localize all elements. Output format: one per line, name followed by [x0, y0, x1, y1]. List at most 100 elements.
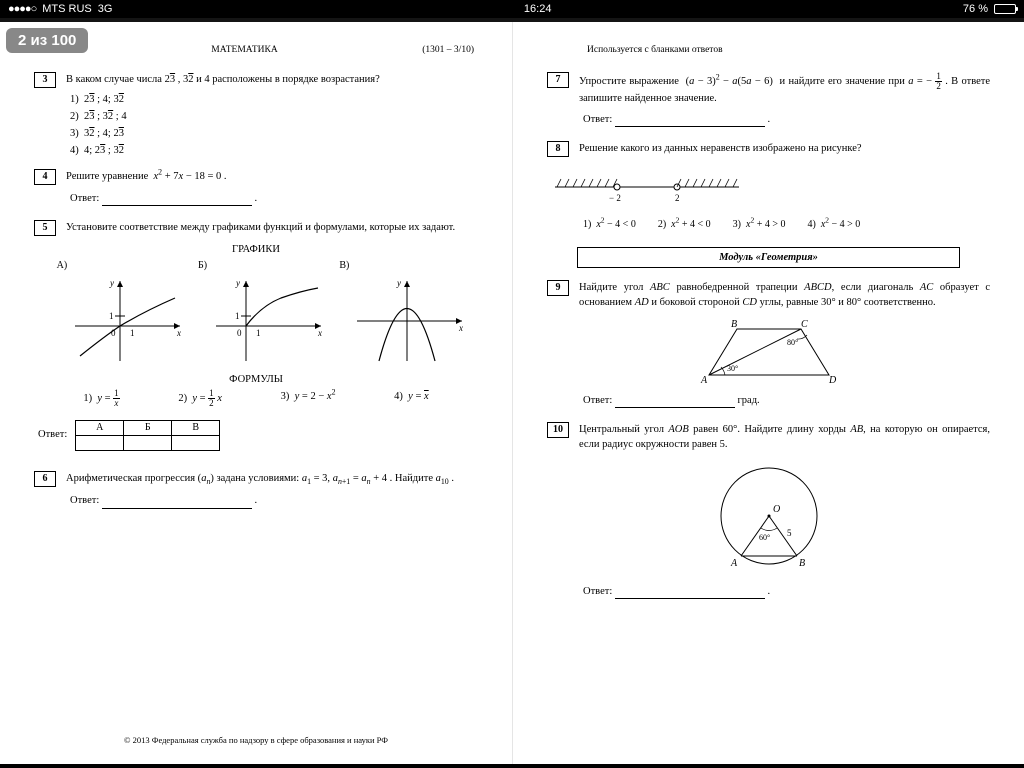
svg-text:y: y	[109, 278, 114, 288]
svg-text:y: y	[396, 278, 401, 288]
task-10-answer: Ответ: .	[583, 584, 990, 599]
svg-text:1: 1	[256, 328, 261, 338]
ios-status-bar: ●●●●○ MTS RUS 3G 16:24 76 %	[0, 0, 1024, 18]
formula-4: 4) y = x	[394, 389, 429, 408]
task-number: 8	[547, 141, 569, 157]
table-cell	[124, 436, 172, 451]
formula-2: 2) y = 12 x	[178, 389, 222, 408]
graph-b-svg: xy 01 1	[206, 276, 326, 366]
option-2: 2) x2 + 4 < 0	[658, 218, 711, 233]
option-4: 4) 4; 23 ; 32	[70, 143, 478, 158]
graph-label: В)	[339, 259, 467, 274]
document-page[interactable]: ГИА–9 МАТЕМАТИКА (1301 – 3/10) 3 В каком…	[0, 22, 1024, 764]
subject-label: МАТЕМАТИКА	[211, 44, 277, 58]
page-header-left: ГИА–9 МАТЕМАТИКА (1301 – 3/10)	[34, 44, 478, 58]
task-9-answer: Ответ: град.	[583, 393, 990, 408]
task-number: 3	[34, 72, 56, 88]
task-10: 10 Центральный угол AOB равен 60°. Найди…	[547, 422, 990, 452]
option-1: 1) 23 ; 4; 32	[70, 92, 478, 107]
task-3-options: 1) 23 ; 4; 32 2) 23 ; 32 ; 4 3) 32 ; 4; …	[70, 92, 478, 159]
graphs-title: ГРАФИКИ	[34, 242, 478, 257]
task-text: Арифметическая прогрессия (an) задана ус…	[66, 471, 478, 486]
graph-label: Б)	[198, 259, 326, 274]
svg-text:B: B	[731, 319, 737, 330]
answer-label: Ответ:	[70, 193, 99, 204]
option-2: 2) 23 ; 32 ; 4	[70, 109, 478, 124]
clock-label: 16:24	[524, 3, 552, 15]
graph-a-svg: xy 01 1	[65, 276, 185, 366]
answer-blank	[615, 397, 735, 408]
task-text: Установите соответствие между графиками …	[66, 220, 478, 235]
task-text: Найдите угол ABC равнобедренной трапеции…	[579, 280, 990, 310]
table-head: А	[76, 420, 124, 436]
graph-b: Б) xy 01 1	[206, 259, 326, 366]
task-text: Упростите выражение (a − 3)2 − a(5a − 6)…	[579, 72, 990, 106]
task-4-answer: Ответ: .	[70, 191, 478, 206]
task-text: В каком случае числа 23 , 32 и 4 располо…	[66, 72, 478, 87]
option-3: 3) x2 + 4 > 0	[733, 218, 786, 233]
module-header: Модуль «Геометрия»	[577, 247, 960, 268]
option-4: 4) x2 − 4 > 0	[807, 218, 860, 233]
task-number: 4	[34, 169, 56, 185]
task-6: 6 Арифметическая прогрессия (an) задана …	[34, 471, 478, 487]
option-3: 3) 32 ; 4; 23	[70, 126, 478, 141]
carrier-label: MTS RUS	[42, 3, 92, 15]
svg-text:B: B	[799, 558, 805, 569]
network-label: 3G	[98, 3, 113, 15]
answer-blank	[102, 195, 252, 206]
task-number: 7	[547, 72, 569, 88]
task-9: 9 Найдите угол ABC равнобедренной трапец…	[547, 280, 990, 310]
table-head: Б	[124, 420, 172, 436]
task-text: Решите уравнение x2 + 7x − 18 = 0 .	[66, 169, 478, 184]
signal-dots-icon: ●●●●○	[8, 3, 36, 15]
task-8: 8 Решение какого из данных неравенств из…	[547, 141, 990, 157]
option-1: 1) x2 − 4 < 0	[583, 218, 636, 233]
answer-label: Ответ:	[583, 114, 612, 125]
task-number: 6	[34, 471, 56, 487]
svg-text:A: A	[730, 558, 738, 569]
svg-text:D: D	[828, 375, 837, 386]
answer-label: Ответ:	[583, 395, 612, 406]
task-8-options: 1) x2 − 4 < 0 2) x2 + 4 < 0 3) x2 + 4 > …	[583, 218, 990, 233]
page-counter-badge: 2 из 100	[6, 28, 88, 53]
task-number: 10	[547, 422, 569, 438]
graph-label: А)	[57, 259, 185, 274]
graph-a: А) xy 01 1	[65, 259, 185, 366]
task-number: 5	[34, 220, 56, 236]
svg-text:5: 5	[787, 528, 792, 538]
page-footer: © 2013 Федеральная служба по надзору в с…	[0, 734, 512, 746]
svg-text:− 2: − 2	[609, 193, 621, 203]
svg-text:x: x	[176, 328, 181, 338]
svg-text:60°: 60°	[759, 533, 770, 542]
svg-text:C: C	[801, 319, 808, 330]
right-column: Используется с бланками ответов 7 Упрост…	[512, 22, 1024, 764]
graph-v-svg: xy	[347, 276, 467, 366]
svg-text:x: x	[317, 328, 322, 338]
table-cell	[172, 436, 220, 451]
task-4: 4 Решите уравнение x2 + 7x − 18 = 0 .	[34, 169, 478, 185]
formulas-title: ФОРМУЛЫ	[34, 372, 478, 387]
table-head: В	[172, 420, 220, 436]
answer-blank	[615, 588, 765, 599]
graph-v: В) xy	[347, 259, 467, 366]
svg-text:1: 1	[235, 311, 240, 321]
task-3: 3 В каком случае числа 23 , 32 и 4 распо…	[34, 72, 478, 88]
task-5: 5 Установите соответствие между графикам…	[34, 220, 478, 236]
svg-text:y: y	[235, 278, 240, 288]
formulas-row: 1) y = 1x 2) y = 12 x 3) y = 2 − x2 4) y…	[54, 389, 458, 408]
answer-label: Ответ:	[38, 427, 67, 442]
variant-label: (1301 – 3/10)	[422, 44, 474, 58]
svg-text:30°: 30°	[727, 364, 738, 373]
number-line-figure: − 2 2	[547, 169, 747, 203]
battery-pct-label: 76 %	[963, 3, 988, 15]
task-text: Центральный угол AOB равен 60°. Найдите …	[579, 422, 990, 452]
task-7-answer: Ответ: .	[583, 112, 990, 127]
circle-figure: O A B 5 60°	[699, 458, 839, 578]
svg-text:2: 2	[675, 193, 680, 203]
bottom-bar	[0, 764, 1024, 768]
answer-blank	[102, 498, 252, 509]
left-column: ГИА–9 МАТЕМАТИКА (1301 – 3/10) 3 В каком…	[0, 22, 512, 764]
formula-3: 3) y = 2 − x2	[281, 389, 336, 408]
svg-text:O: O	[773, 504, 780, 515]
svg-text:80°: 80°	[787, 338, 798, 347]
